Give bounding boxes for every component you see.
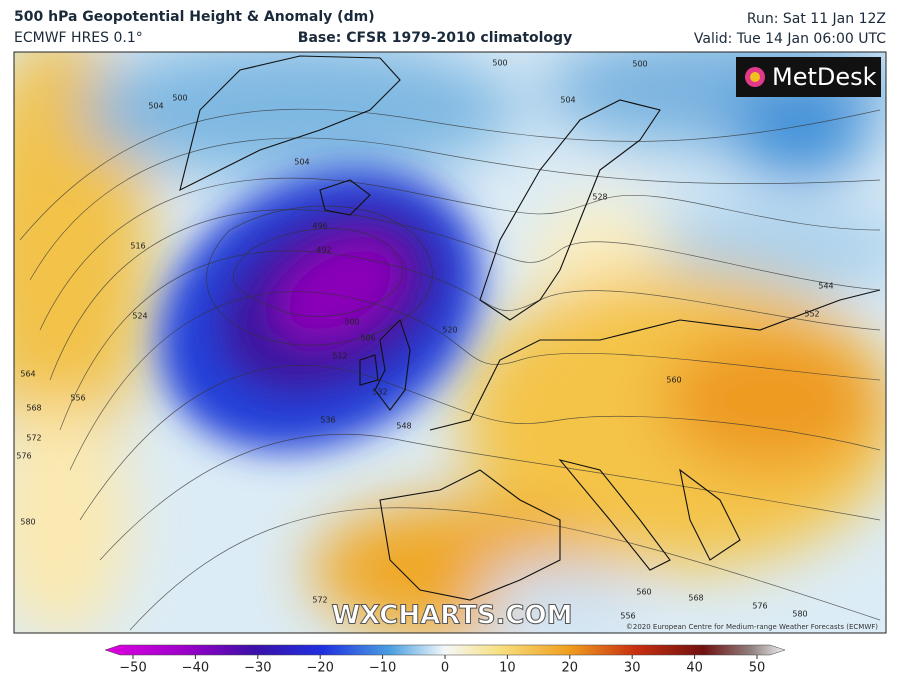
colorbar-tick-label: −20	[306, 661, 333, 676]
contour-label: 500	[344, 318, 359, 327]
colorbar-tick-label: 10	[499, 661, 516, 676]
contour-label: 568	[26, 404, 41, 413]
contour-label: 512	[332, 352, 347, 361]
contour-label: 548	[396, 422, 411, 431]
contour-label: 504	[560, 96, 575, 105]
map-frame	[13, 51, 887, 634]
contour-label: 576	[752, 602, 767, 611]
contour-label: 568	[688, 594, 703, 603]
colorbar-tick-label: −50	[119, 661, 146, 676]
contour-label: 556	[620, 612, 635, 621]
run: Run: Sat 11 Jan 12Z	[747, 11, 886, 27]
colorbar-tick-label: −30	[244, 661, 271, 676]
watermark: WXCHARTS.COM	[331, 601, 572, 631]
contour-labels: 5005045005045045005165244964925005065125…	[16, 59, 833, 621]
contour-label: 500	[172, 94, 187, 103]
contour-label: 544	[818, 282, 833, 291]
colorbar-tick-label: 20	[562, 661, 579, 676]
contour-label: 556	[70, 394, 85, 403]
contour-label: 528	[592, 193, 607, 202]
contour-label: 492	[316, 246, 331, 255]
model: ECMWF HRES 0.1°	[14, 30, 143, 46]
contour-label: 564	[20, 370, 35, 379]
colorbar	[104, 644, 786, 656]
copyright: ©2020 European Centre for Medium-range W…	[626, 623, 878, 631]
contour-label: 532	[372, 388, 387, 397]
contour-label: 580	[792, 610, 807, 619]
contour-label: 552	[804, 310, 819, 319]
contour-label: 536	[320, 416, 335, 425]
contour-label: 516	[130, 242, 145, 251]
contour-label: 576	[16, 452, 31, 461]
contour-label: 496	[312, 222, 327, 231]
contour-label: 506	[360, 334, 375, 343]
logo: MetDesk	[772, 63, 877, 91]
contour-label: 572	[26, 434, 41, 443]
contour-label: 580	[20, 518, 35, 527]
map: 5005045005045045005165244964925005065125…	[14, 52, 886, 633]
contour-label: 504	[294, 158, 309, 167]
contour-label: 504	[148, 102, 163, 111]
colorbar-tick-label: −40	[182, 661, 209, 676]
contour-label: 520	[442, 326, 457, 335]
colorbar-tick-label: 40	[686, 661, 703, 676]
colorbar-tick-label: 0	[441, 661, 449, 676]
valid: Valid: Tue 14 Jan 06:00 UTC	[694, 31, 886, 47]
colorbar-tick-label: 50	[749, 661, 766, 676]
colorbar-tick-label: 30	[624, 661, 641, 676]
contour-label: 572	[312, 596, 327, 605]
title: 500 hPa Geopotential Height & Anomaly (d…	[14, 9, 375, 25]
colorbar-ticks: −50 −40 −30 −20 −10 0 10 20 30 40 50	[119, 655, 765, 676]
contour-label: 560	[636, 588, 651, 597]
colorbar-tick-label: −10	[369, 661, 396, 676]
base: Base: CFSR 1979-2010 climatology	[298, 30, 572, 46]
contour-label: 500	[492, 59, 507, 68]
contour-label: 500	[632, 60, 647, 69]
contour-label: 524	[132, 312, 147, 321]
contour-label: 560	[666, 376, 681, 385]
